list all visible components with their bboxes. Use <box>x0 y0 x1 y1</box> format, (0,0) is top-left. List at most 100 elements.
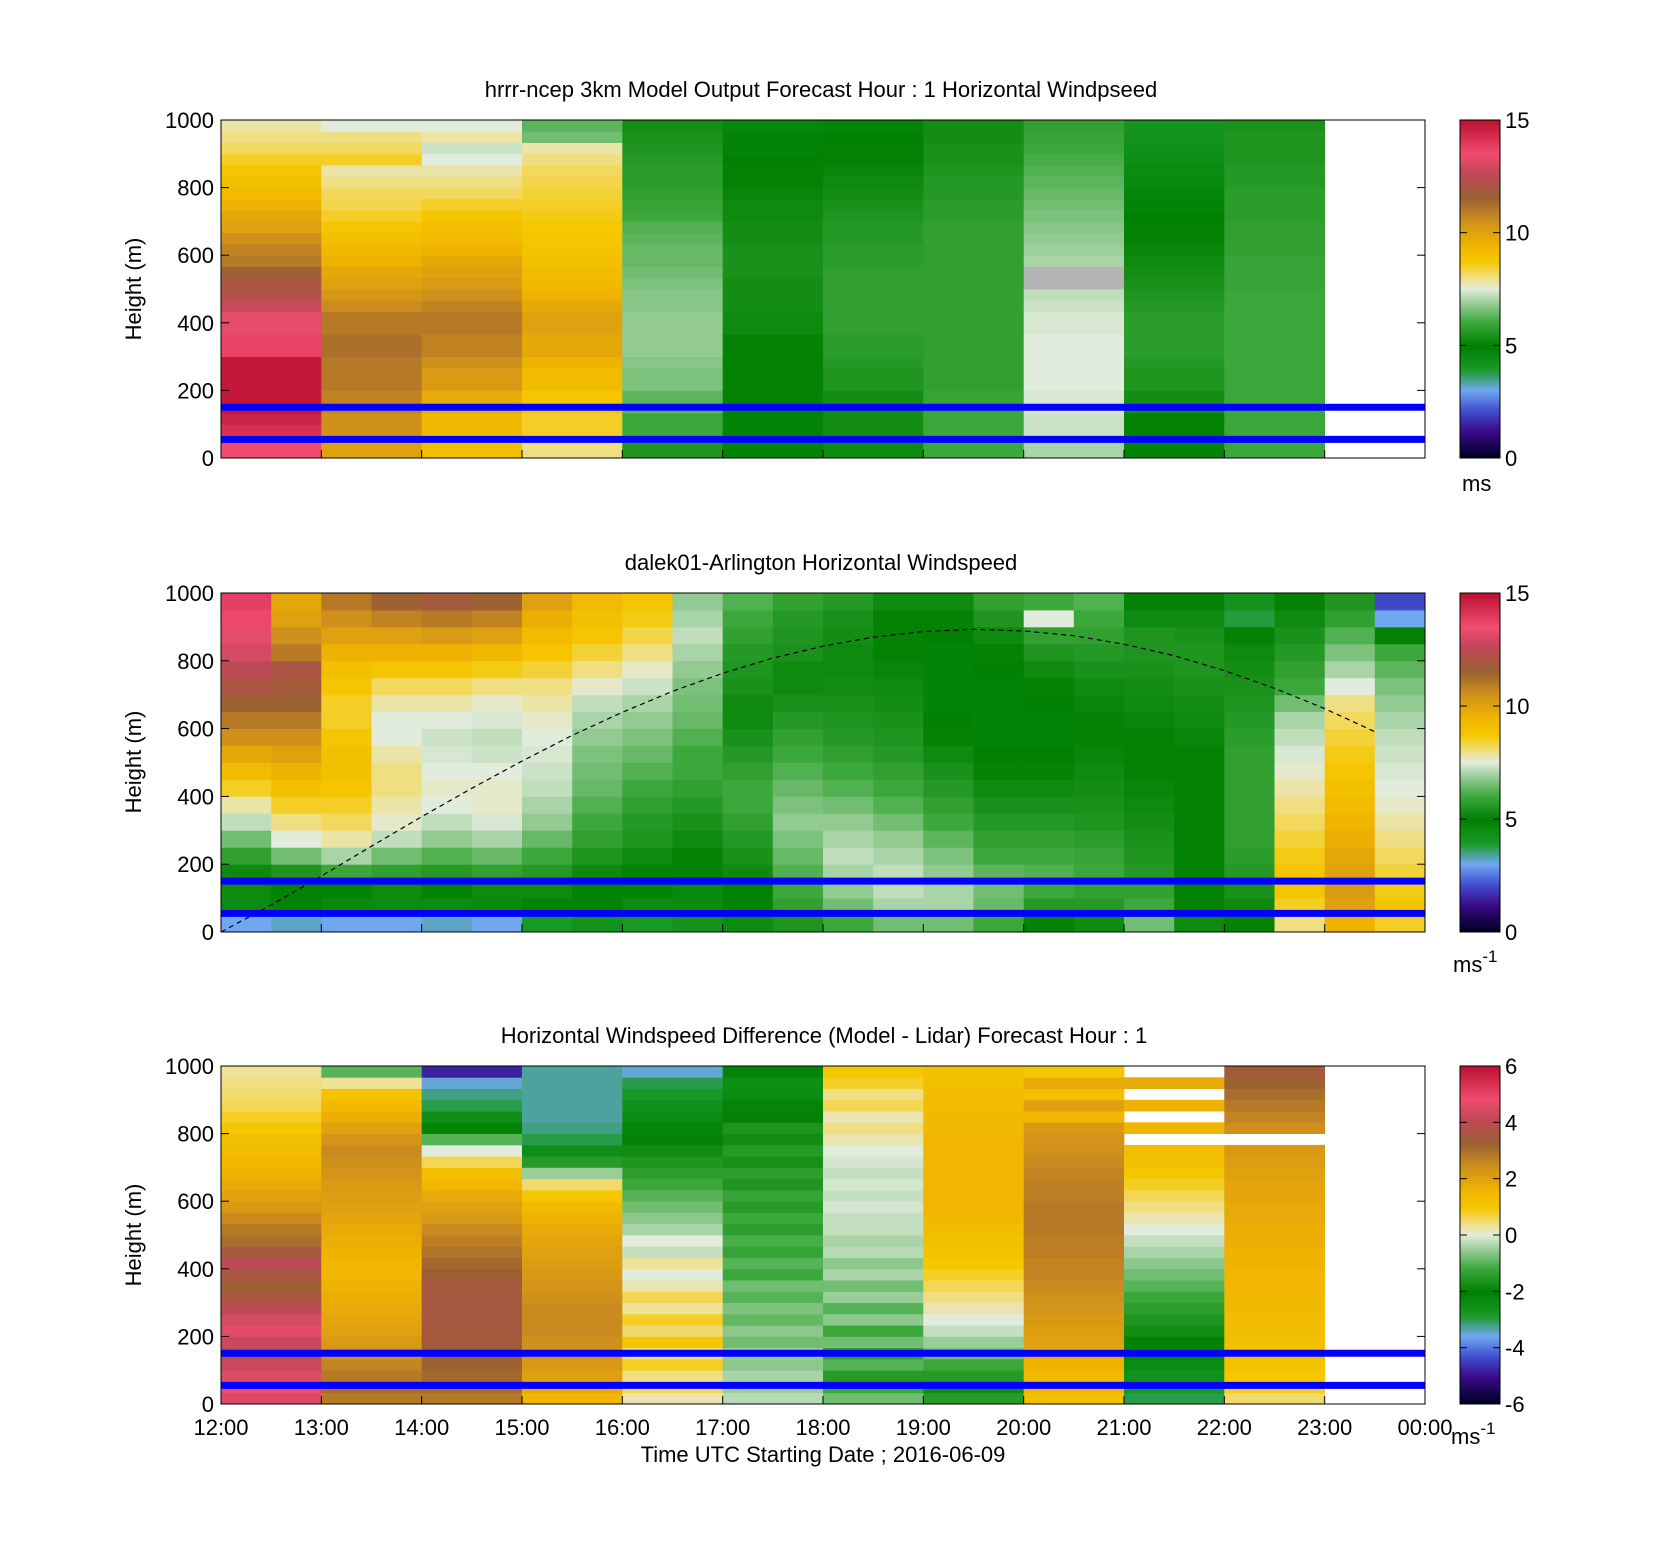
heatmap-cell <box>923 446 1024 459</box>
heatmap-cell <box>221 243 322 256</box>
heatmap-cell <box>271 728 322 746</box>
panel-model-ylabel: Height (m) <box>121 238 146 341</box>
heatmap-cell <box>522 367 623 380</box>
heatmap-cell <box>772 762 824 780</box>
heatmap-cell <box>421 221 523 234</box>
heatmap-cell <box>1023 1111 1125 1123</box>
heatmap-cell <box>421 1246 523 1258</box>
heatmap-cell <box>722 1370 824 1382</box>
panel-model-colorbar-unit: ms <box>1462 471 1491 496</box>
heatmap-cell <box>421 277 523 290</box>
heatmap-cell <box>622 1325 723 1337</box>
heatmap-cell <box>321 131 422 143</box>
y-tick-label: 200 <box>177 852 214 877</box>
heatmap-cell <box>1023 1370 1125 1382</box>
panel-lidar-reference-lines <box>221 877 1425 917</box>
heatmap-cell <box>1023 711 1075 729</box>
heatmap-cell <box>823 813 874 831</box>
y-tick-label: 200 <box>177 378 214 403</box>
heatmap-cell <box>321 1088 422 1101</box>
heatmap-cell <box>923 153 1024 166</box>
heatmap-cell <box>321 1122 422 1134</box>
heatmap-cell <box>873 711 924 729</box>
heatmap-cell <box>1224 1189 1325 1202</box>
heatmap-cell <box>722 1212 824 1225</box>
heatmap-cell <box>221 1268 322 1281</box>
heatmap-cell <box>221 142 322 155</box>
heatmap-cell <box>421 1325 523 1337</box>
heatmap-cell <box>1224 345 1325 357</box>
heatmap-cell <box>1023 1246 1125 1258</box>
heatmap-cell <box>1324 762 1376 780</box>
heatmap-cell <box>1023 379 1125 391</box>
heatmap-cell <box>221 424 322 436</box>
heatmap-cell <box>221 255 322 267</box>
heatmap-cell <box>973 694 1025 712</box>
heatmap-cell <box>522 677 573 696</box>
heatmap-cell <box>622 153 723 166</box>
heatmap-cell <box>1023 881 1075 899</box>
heatmap-cell <box>722 1144 824 1157</box>
heatmap-cell <box>973 593 1025 611</box>
heatmap-cell <box>923 322 1024 335</box>
heatmap-cell <box>622 694 673 712</box>
heatmap-cell <box>873 762 924 780</box>
heatmap-cell <box>421 142 523 155</box>
y-tick-label: 600 <box>177 1189 214 1214</box>
heatmap-cell <box>772 593 824 611</box>
heatmap-cell <box>522 762 573 780</box>
heatmap-cell <box>923 300 1024 312</box>
heatmap-cell <box>321 390 422 403</box>
heatmap-cell <box>1274 762 1326 780</box>
heatmap-cell <box>321 1099 422 1112</box>
heatmap-cell <box>923 243 1024 256</box>
heatmap-cell <box>221 1133 322 1146</box>
heatmap-cell <box>321 232 422 245</box>
heatmap-cell <box>522 277 623 290</box>
heatmap-cell <box>1124 345 1225 357</box>
heatmap-cell <box>1124 813 1175 831</box>
heatmap-cell <box>421 1189 523 1202</box>
heatmap-cell <box>1073 728 1125 746</box>
heatmap-cell <box>722 847 774 865</box>
heatmap-cell <box>873 643 924 662</box>
heatmap-cell <box>471 643 523 662</box>
heatmap-cell <box>221 311 322 324</box>
heatmap-cell <box>873 864 924 882</box>
heatmap-cell <box>1274 745 1326 763</box>
heatmap-cell <box>873 626 924 645</box>
heatmap-cell <box>271 694 322 712</box>
heatmap-cell <box>522 610 573 628</box>
heatmap-cell <box>1224 830 1275 848</box>
heatmap-cell <box>1174 728 1225 746</box>
heatmap-cell <box>1124 728 1175 746</box>
heatmap-cell <box>873 847 924 865</box>
heatmap-cell <box>1274 813 1326 831</box>
heatmap-cell <box>1224 424 1325 436</box>
heatmap-cell <box>421 356 523 369</box>
heatmap-cell <box>722 813 774 831</box>
heatmap-cell <box>522 142 623 155</box>
heatmap-cell <box>522 1144 623 1157</box>
panel-model-colorbar-bar <box>1459 119 1501 459</box>
heatmap-cell <box>1224 255 1325 267</box>
panel-lidar-cells <box>221 593 1426 933</box>
heatmap-cell <box>1224 379 1325 391</box>
heatmap-cell <box>221 1167 322 1180</box>
heatmap-cell <box>672 864 724 882</box>
heatmap-cell <box>321 1302 422 1315</box>
heatmap-cell <box>321 762 372 780</box>
heatmap-cell <box>321 446 422 459</box>
heatmap-cell <box>1124 1246 1225 1258</box>
heatmap-cell <box>923 881 974 899</box>
heatmap-cell <box>823 745 874 763</box>
y-tick-label: 1000 <box>165 108 214 133</box>
heatmap-cell <box>873 593 924 611</box>
heatmap-cell <box>1023 322 1125 335</box>
heatmap-cell <box>1224 266 1325 279</box>
heatmap-cell <box>622 762 673 780</box>
heatmap-cell <box>271 643 322 662</box>
heatmap-cell <box>1224 847 1275 865</box>
heatmap-cell <box>421 694 473 712</box>
heatmap-cell <box>973 864 1025 882</box>
